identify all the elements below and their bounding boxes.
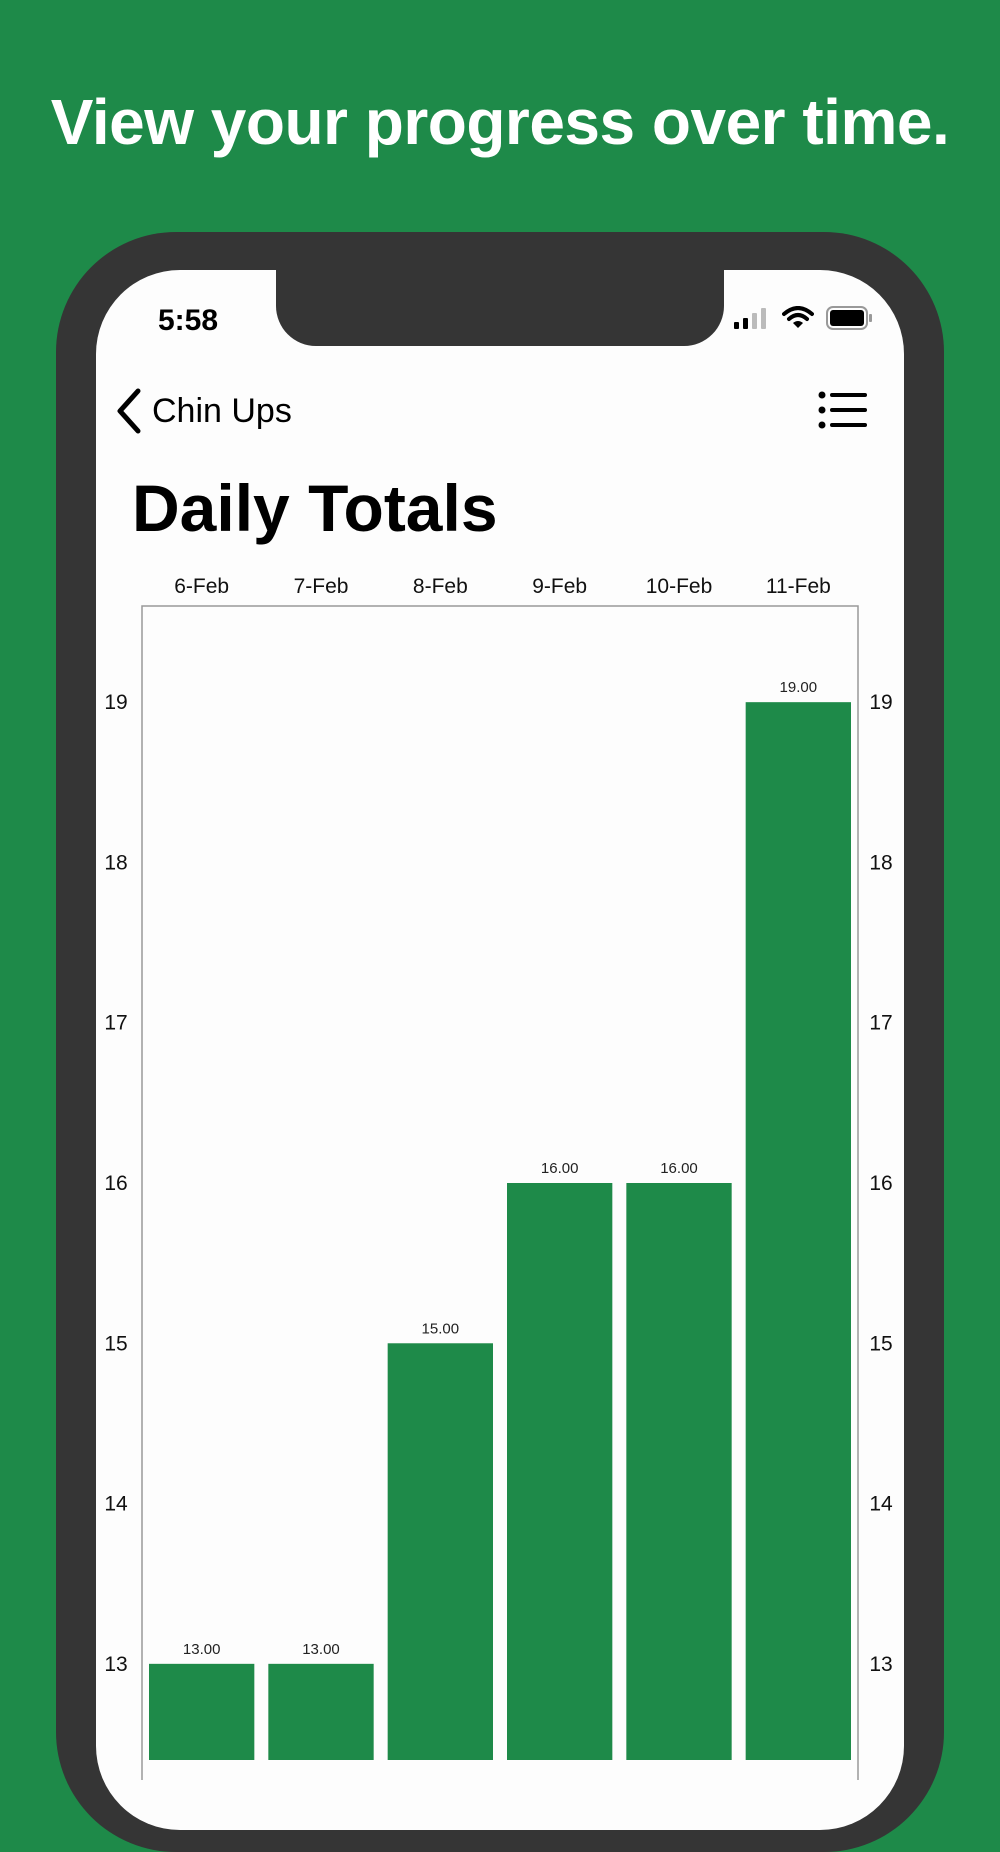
status-icons — [734, 306, 874, 330]
x-tick-label: 6-Feb — [174, 575, 229, 598]
y-tick-label-right: 18 — [869, 851, 892, 874]
daily-totals-chart: 13.00 13.00 15.00 16.00 16.00 19.00 6-Feb 7-Feb… — [104, 575, 893, 1780]
chevron-left-icon — [117, 388, 141, 434]
x-tick-label: 10-Feb — [646, 575, 713, 598]
x-tick-label: 11-Feb — [766, 575, 831, 598]
bar — [268, 1663, 374, 1760]
x-tick-label: 8-Feb — [413, 575, 468, 598]
bar — [507, 1183, 613, 1760]
list-icon — [818, 391, 867, 429]
y-tick-label-left: 14 — [104, 1493, 128, 1516]
y-tick-label-right: 19 — [869, 691, 892, 714]
bar-value-label: 16.00 — [660, 1160, 698, 1177]
cellular-signal-icon — [734, 308, 766, 329]
y-tick-label-left: 19 — [104, 691, 127, 714]
wifi-icon — [782, 306, 814, 328]
bar-value-label: 16.00 — [541, 1160, 579, 1177]
y-tick-label-right: 17 — [869, 1012, 892, 1035]
phone-screen: 5:58 Chin Ups — [96, 270, 904, 1830]
y-tick-label-right: 14 — [869, 1493, 893, 1516]
bar-value-label: 15.00 — [422, 1320, 460, 1337]
y-tick-label-left: 15 — [104, 1332, 127, 1355]
bar — [149, 1663, 255, 1760]
y-tick-label-right: 16 — [869, 1172, 892, 1195]
x-tick-label: 7-Feb — [294, 575, 349, 598]
bar — [387, 1343, 493, 1760]
plot-frame — [141, 605, 859, 1780]
bar — [626, 1183, 732, 1760]
page-title: Daily Totals — [132, 471, 498, 545]
y-tick-label-right: 15 — [869, 1332, 892, 1355]
bar — [745, 702, 851, 1760]
list-menu-button[interactable] — [818, 390, 868, 430]
y-tick-label-left: 17 — [104, 1012, 127, 1035]
battery-icon — [826, 306, 872, 330]
y-tick-label-left: 16 — [104, 1172, 127, 1195]
status-time: 5:58 — [158, 304, 219, 337]
x-tick-label: 9-Feb — [532, 575, 587, 598]
bar-value-label: 13.00 — [302, 1641, 340, 1658]
y-tick-label-right: 13 — [869, 1653, 892, 1676]
back-button[interactable]: Chin Ups — [114, 388, 292, 434]
bar-value-label: 19.00 — [780, 679, 818, 696]
bar-value-label: 13.00 — [183, 1641, 221, 1658]
back-button-label: Chin Ups — [152, 391, 292, 430]
y-tick-label-left: 18 — [104, 851, 127, 874]
y-tick-label-left: 13 — [104, 1653, 127, 1676]
notch — [276, 270, 724, 346]
headline: View your progress over time. — [50, 86, 950, 158]
